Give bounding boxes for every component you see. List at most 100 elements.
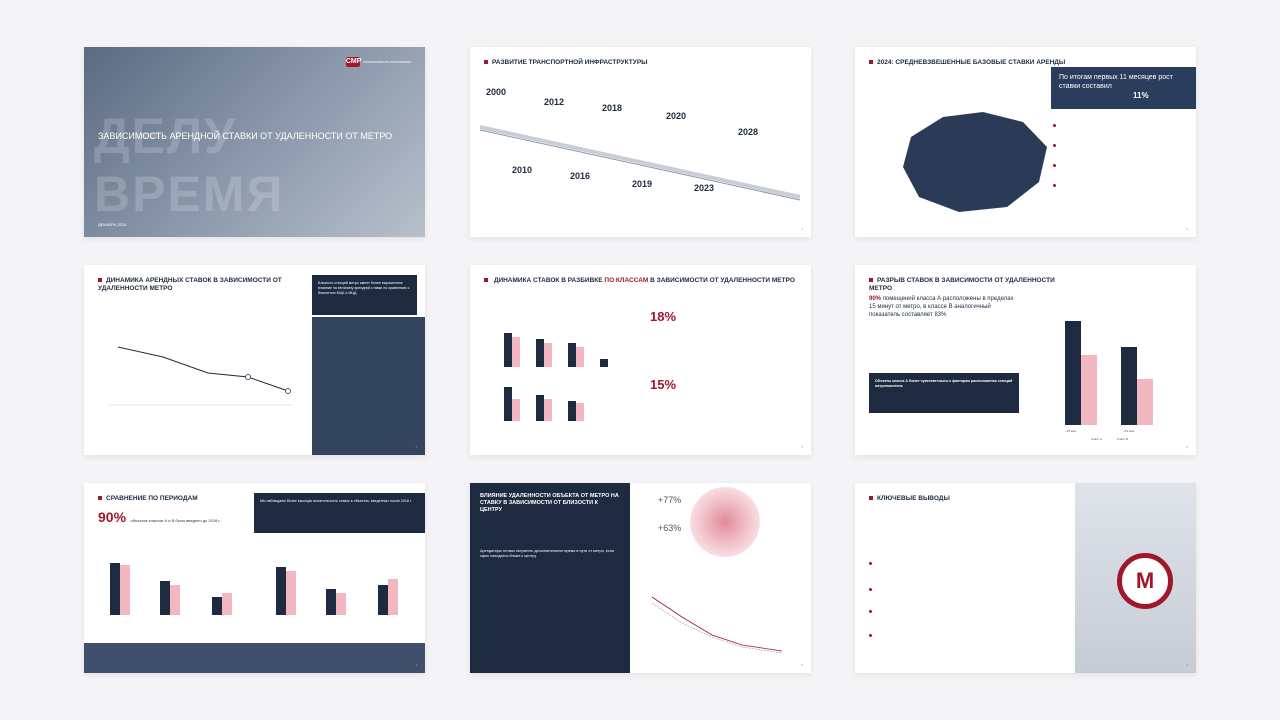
lead-text: помещений класса А расположены в предела… [869, 296, 1014, 318]
slide-title: РАЗВИТИЕ ТРАНСПОРТНОЙ ИНФРАСТРУКТУРЫ [484, 59, 648, 67]
side-note-box: Близость станций метро имеет более выраж… [312, 275, 417, 315]
slide-title: ДИНАМИКА АРЕНДНЫХ СТАВОК В ЗАВИСИМОСТИ О… [98, 277, 308, 293]
bar [1081, 355, 1097, 425]
metro-logo-icon: М [1117, 553, 1173, 609]
conclusion-item [869, 633, 1045, 637]
year-2023: 2023 [694, 183, 715, 193]
page-number: 9 [1186, 663, 1188, 667]
slide-title: 2024: СРЕДНЕВЗВЕШЕННЫЕ БАЗОВЫЕ СТАВКИ АР… [869, 59, 1065, 67]
bar [568, 343, 576, 367]
bar-chart-class-b [500, 385, 620, 421]
bar [512, 399, 520, 421]
watermark-word-1: ДЕЛУ [94, 108, 238, 164]
slide-timeline[interactable]: РАЗВИТИЕ ТРАНСПОРТНОЙ ИНФРАСТРУКТУРЫ 200… [470, 47, 811, 237]
slide-conclusions[interactable]: КЛЮЧЕВЫЕ ВЫВОДЫ М 9 [855, 483, 1196, 673]
bar [568, 401, 576, 421]
chart-line-series [651, 602, 783, 654]
bar [1137, 379, 1153, 425]
dark-note-box: Мы наблюдаем более высокую волатильность… [254, 493, 425, 533]
chart-point [245, 374, 251, 380]
bar [1065, 321, 1081, 425]
company-logo: CMP COMMONWEALTH PARTNERSHIP [345, 57, 411, 67]
dark-note-text: Объекты класса А более чувствительны к ф… [875, 379, 1013, 388]
bullet-text [1053, 183, 1139, 187]
year-2018: 2018 [602, 103, 623, 113]
conclusion-item [869, 609, 1045, 613]
highlight-text: По итогам первых 11 месяцев рост ставки … [1059, 74, 1173, 90]
decline-line-chart [651, 596, 783, 654]
year-2019: 2019 [632, 179, 653, 189]
cover-date: ДЕКАБРЬ 2024 [98, 222, 127, 227]
side-note-text: Близость станций метро имеет более выраж… [318, 281, 410, 295]
slide-period-compare[interactable]: СРАВНЕНИЕ ПО ПЕРИОДАМ 90% объектов класс… [84, 483, 425, 673]
bullet-text [1053, 163, 1139, 167]
slide-title: ВЛИЯНИЕ УДАЛЕННОСТИ ОБЪЕКТА ОТ МЕТРО НА … [480, 493, 619, 513]
bar [326, 589, 336, 615]
cover-title: ЗАВИСИМОСТЬ АРЕНДНОЙ СТАВКИ ОТ УДАЛЕННОС… [98, 131, 393, 141]
year-2000: 2000 [486, 87, 507, 97]
bar [378, 585, 388, 615]
page-number: 2 [801, 227, 803, 231]
page-number: 8 [801, 663, 803, 667]
chart-line-series [117, 346, 289, 392]
bar-chart-class-a [500, 331, 620, 367]
side-panel [312, 317, 425, 455]
dark-note-box: Объекты класса А более чувствительны к ф… [869, 373, 1019, 413]
bar [388, 579, 398, 615]
slide-class-dynamics[interactable]: ДИНАМИКА СТАВОК В РАЗБИВКЕ ПО КЛАССАМ В … [470, 265, 811, 455]
bar-chart-right [266, 561, 416, 615]
bar [110, 563, 120, 615]
stat-77: +77% [658, 495, 682, 505]
dark-note-text: Мы наблюдаем более высокую волатильность… [260, 499, 412, 503]
slide-title: РАЗРЫВ СТАВОК В ЗАВИСИМОСТИ ОТ УДАЛЕННОС… [869, 277, 1079, 293]
page-number: 7 [415, 663, 417, 667]
slide-title: КЛЮЧЕВЫЕ ВЫВОДЫ [869, 495, 950, 503]
slide-rate-gap[interactable]: РАЗРЫВ СТАВОК В ЗАВИСИМОСТИ ОТ УДАЛЕННОС… [855, 265, 1196, 455]
slide-center-proximity[interactable]: ВЛИЯНИЕ УДАЛЕННОСТИ ОБЪЕКТА ОТ МЕТРО НА … [470, 483, 811, 673]
highlight-value: 11% [1133, 91, 1149, 100]
bar [544, 343, 552, 367]
stat-63: +63% [658, 523, 682, 533]
bar-chart-left [100, 561, 250, 615]
bar [212, 597, 222, 615]
line-chart [108, 346, 293, 406]
bottom-strip [84, 643, 425, 673]
moscow-map [903, 112, 1047, 212]
bar [576, 403, 584, 421]
conclusion-item [869, 561, 1045, 565]
watermark-word-2: ВРЕМЯ [94, 166, 285, 222]
year-2010: 2010 [512, 165, 533, 175]
chart-point [285, 388, 291, 394]
lead-value: 90% [869, 296, 882, 302]
bar [576, 347, 584, 367]
slide-line-dynamics[interactable]: ДИНАМИКА АРЕНДНЫХ СТАВОК В ЗАВИСИМОСТИ О… [84, 265, 425, 455]
bar [160, 581, 170, 615]
year-2020: 2020 [666, 111, 687, 121]
lead-text: объектов классов А и В было введено до 2… [130, 518, 221, 523]
bar [512, 337, 520, 367]
bar [544, 399, 552, 421]
logo-mark: CMP [345, 57, 362, 67]
year-2012: 2012 [544, 97, 565, 107]
slide-title: СРАВНЕНИЕ ПО ПЕРИОДАМ [98, 495, 198, 503]
bullet-text [1053, 143, 1139, 147]
x-label: <15 мин [1065, 429, 1077, 433]
page-number: 5 [801, 445, 803, 449]
page-number: 3 [1186, 227, 1188, 231]
x-label: <15 мин [1123, 429, 1135, 433]
page-number: 4 [415, 445, 417, 449]
bar [286, 571, 296, 615]
slide-map[interactable]: 2024: СРЕДНЕВЗВЕШЕННЫЕ БАЗОВЫЕ СТАВКИ АР… [855, 47, 1196, 237]
bar [222, 593, 232, 615]
gap-bar-chart [1055, 315, 1175, 425]
year-2028: 2028 [738, 127, 759, 137]
chart-line-series [651, 596, 783, 652]
bar [536, 395, 544, 421]
bar [504, 333, 512, 367]
conclusion-item [869, 587, 1045, 591]
map-heat-circle [690, 487, 760, 557]
bar [120, 565, 130, 615]
stat-class-b: 15% [650, 377, 677, 392]
bar [276, 567, 286, 615]
slide-cover[interactable]: ДЕЛУ ВРЕМЯ CMP COMMONWEALTH PARTNERSHIP … [84, 47, 425, 237]
